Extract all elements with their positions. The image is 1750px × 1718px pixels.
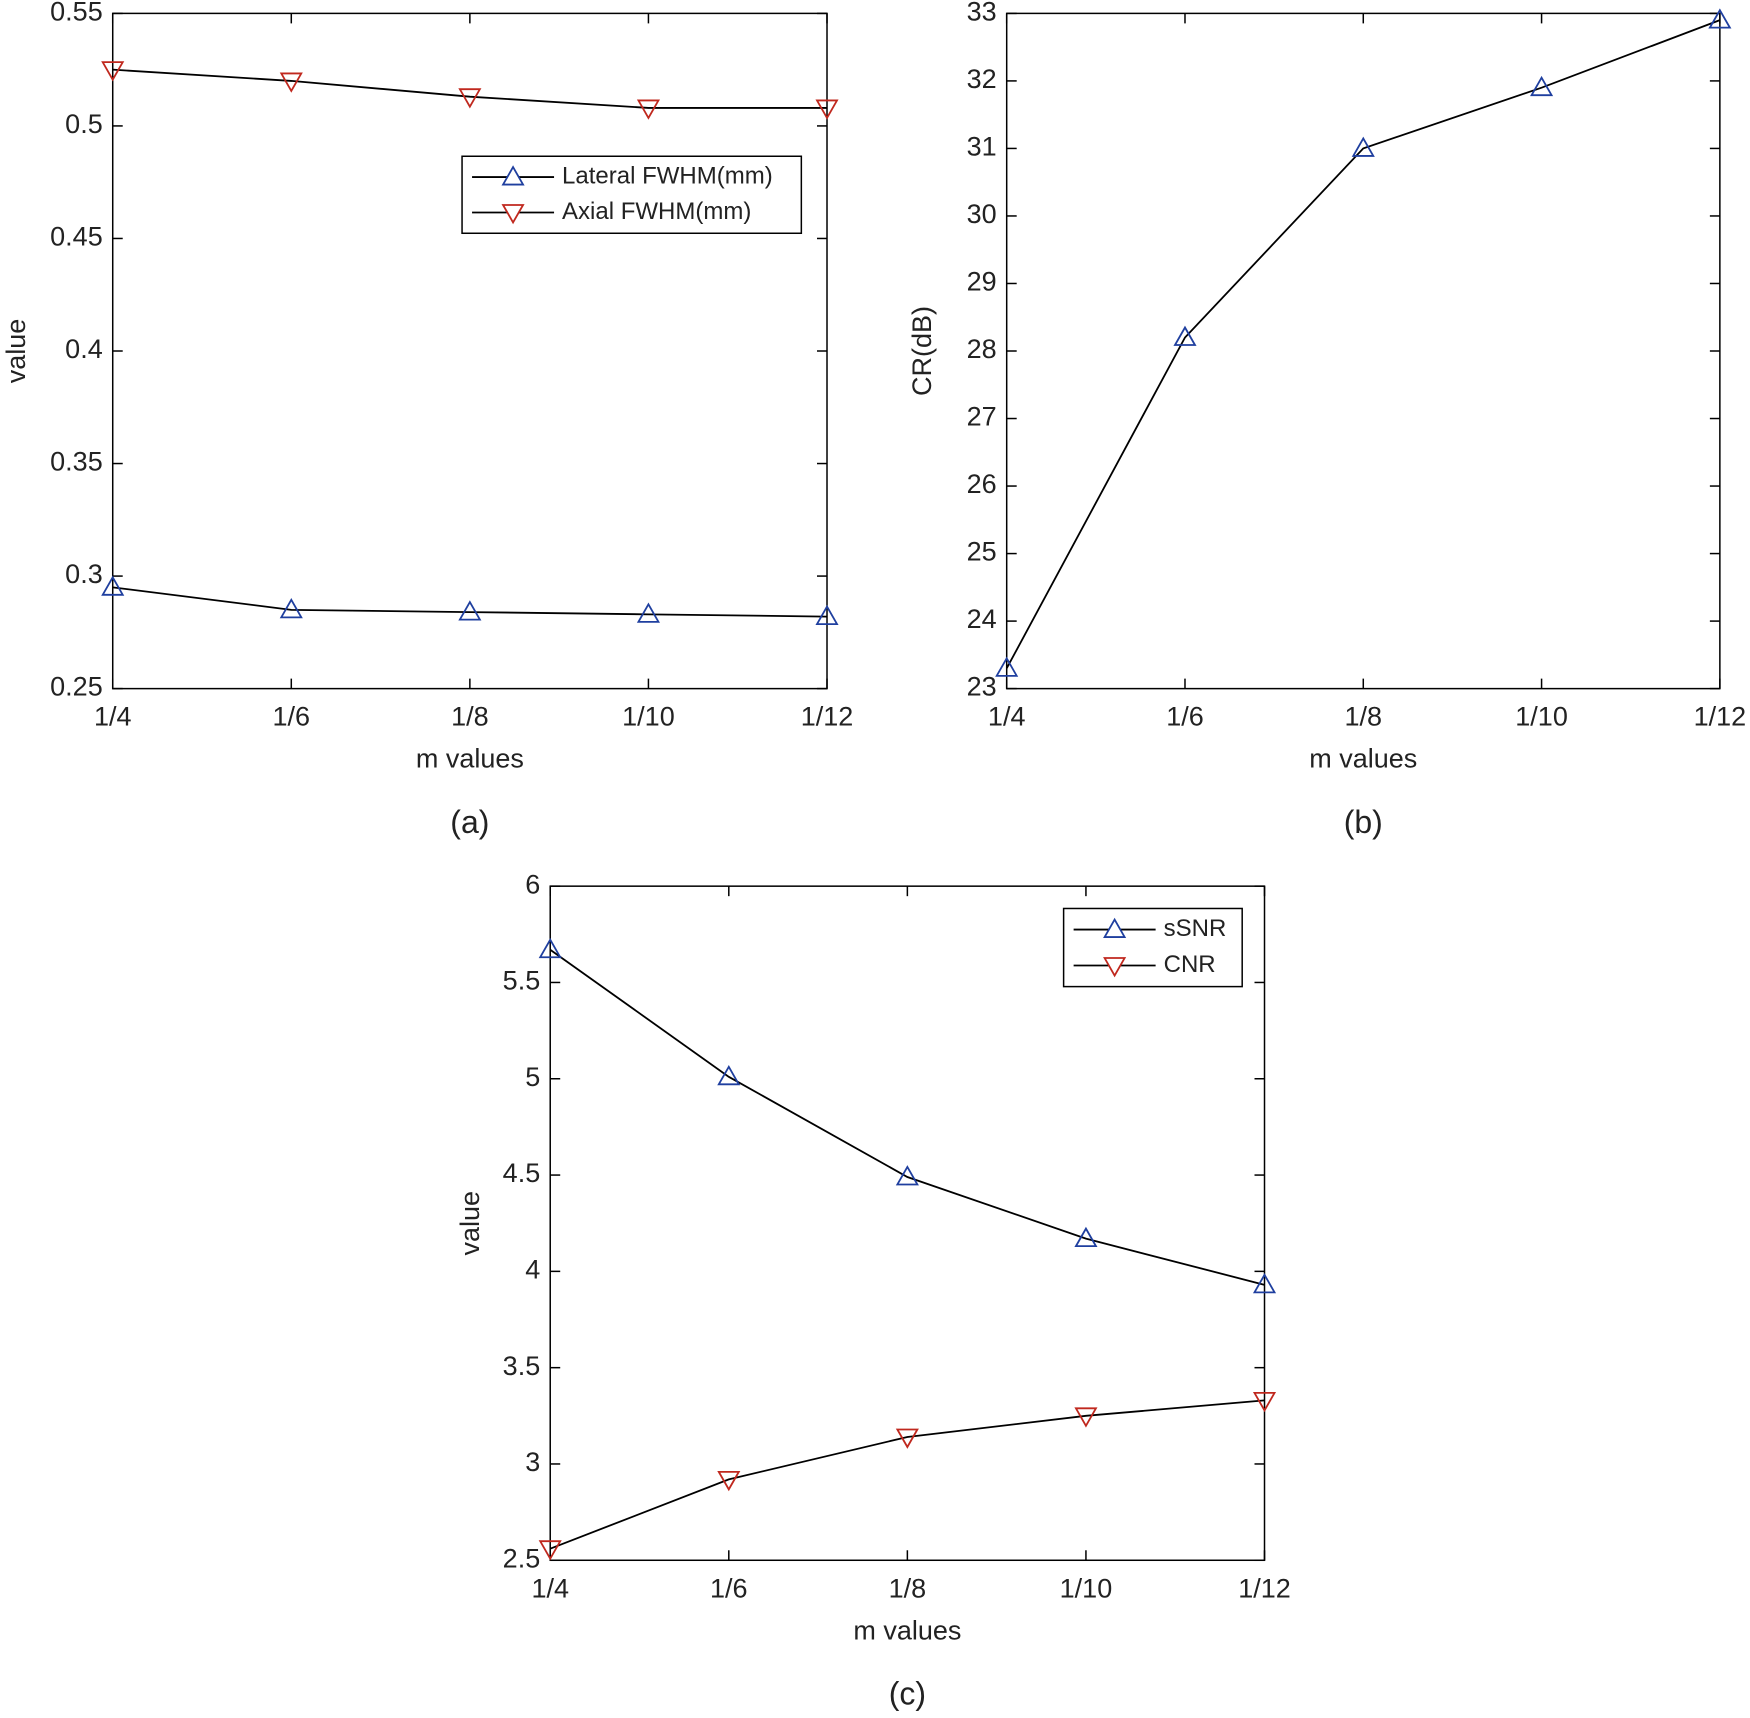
- x-tick-label: 1/12: [1694, 702, 1747, 732]
- x-tick-label: 1/4: [988, 702, 1026, 732]
- x-tick-label: 1/8: [889, 1573, 927, 1603]
- y-tick-label: 3: [525, 1447, 540, 1477]
- x-tick-label: 1/8: [1345, 702, 1383, 732]
- x-tick-label: 1/12: [1238, 1573, 1291, 1603]
- marker: [538, 1540, 562, 1561]
- marker: [1530, 75, 1554, 97]
- y-tick-label: 0.5: [65, 109, 103, 139]
- marker: [458, 88, 482, 109]
- x-tick-label: 1/4: [94, 702, 132, 732]
- legend-label: sSNR: [1164, 915, 1227, 942]
- y-tick-label: 0.4: [65, 334, 103, 364]
- marker: [101, 61, 125, 82]
- y-tick-label: 29: [967, 267, 997, 297]
- plot-area: [1005, 12, 1721, 690]
- x-tick-label: 1/12: [801, 702, 854, 732]
- legend-marker: [501, 204, 525, 225]
- series-line: [1005, 19, 1721, 669]
- marker: [279, 72, 303, 93]
- y-axis-label: CR(dB): [907, 306, 937, 396]
- marker: [995, 656, 1019, 677]
- marker: [1074, 1226, 1098, 1248]
- y-tick-label: 0.25: [50, 672, 103, 702]
- marker: [1708, 8, 1732, 29]
- x-axis-label: m values: [853, 1615, 961, 1645]
- marker: [538, 937, 562, 959]
- y-tick-label: 6: [525, 869, 540, 899]
- series-line: [112, 68, 828, 109]
- y-tick-label: 30: [967, 199, 997, 229]
- marker: [1252, 1273, 1277, 1294]
- y-tick-label: 3.5: [503, 1351, 541, 1381]
- y-tick-label: 5: [525, 1062, 540, 1092]
- y-tick-label: 28: [967, 334, 997, 364]
- marker: [636, 602, 660, 623]
- marker: [636, 99, 660, 120]
- marker: [895, 1428, 919, 1449]
- legend-marker: [1103, 957, 1127, 978]
- series-line: [549, 948, 1265, 1286]
- chart: 23 24 25 26 27 28 29 30 31 32 33 1/4 1/6 1/8 1/10 1/12 m…: [907, 0, 1746, 840]
- caption: (a): [450, 804, 489, 840]
- x-tick-label: 1/4: [531, 1573, 569, 1603]
- y-tick-label: 0.3: [65, 559, 103, 589]
- chart: 0.25 0.3 0.35 0.4 0.45 0.5 0.55 1/4 1/6 1/8 1/10 1/…: [1, 0, 853, 840]
- y-tick-label: 32: [967, 64, 997, 94]
- legend-marker: [1103, 917, 1127, 938]
- y-tick-label: 24: [967, 604, 997, 634]
- x-tick-label: 1/6: [1166, 702, 1204, 732]
- marker: [895, 1165, 919, 1186]
- marker: [1074, 1407, 1098, 1428]
- x-tick-label: 1/10: [622, 702, 675, 732]
- legend-box: [1062, 907, 1243, 988]
- y-tick-label: 0.55: [50, 0, 103, 27]
- x-tick-label: 1/10: [1060, 1573, 1113, 1603]
- x-tick-label: 1/10: [1515, 702, 1568, 732]
- marker: [1173, 325, 1197, 346]
- y-tick-label: 27: [967, 402, 997, 432]
- x-axis-label: m values: [416, 744, 524, 774]
- marker: [815, 604, 839, 625]
- caption: (c): [889, 1676, 926, 1712]
- chart: 2.5 3 3.5 4 4.5 5 5.5 6 1/4 1/6 1/8 1/10 1/12 m value…: [455, 869, 1291, 1711]
- caption: (b): [1344, 804, 1383, 840]
- marker: [1252, 1392, 1277, 1413]
- series-line: [112, 586, 828, 618]
- y-tick-label: 2.5: [503, 1543, 541, 1573]
- marker: [458, 600, 482, 621]
- marker: [279, 598, 303, 619]
- marker: [717, 1065, 741, 1086]
- y-axis-label: value: [1, 319, 31, 384]
- y-tick-label: 23: [967, 672, 997, 702]
- x-tick-label: 1/8: [451, 702, 489, 732]
- y-tick-label: 4.5: [503, 1158, 541, 1188]
- marker: [101, 575, 125, 596]
- x-tick-label: 1/6: [710, 1573, 748, 1603]
- y-axis-label: value: [455, 1191, 485, 1256]
- y-tick-label: 31: [967, 132, 997, 162]
- marker: [815, 99, 839, 120]
- legend-marker: [501, 165, 525, 186]
- plot-area: [111, 12, 828, 690]
- legend-label: CNR: [1164, 951, 1216, 978]
- y-tick-label: 33: [967, 0, 997, 27]
- marker: [717, 1470, 741, 1492]
- y-tick-label: 0.35: [50, 447, 103, 477]
- legend-label: Lateral FWHM(mm): [562, 162, 773, 189]
- legend-label: Axial FWHM(mm): [562, 198, 751, 225]
- x-tick-label: 1/6: [273, 702, 311, 732]
- x-axis-label: m values: [1309, 744, 1417, 774]
- legend-box: [461, 155, 803, 235]
- y-tick-label: 25: [967, 537, 997, 567]
- y-tick-label: 4: [525, 1254, 540, 1284]
- y-tick-label: 5.5: [503, 966, 541, 996]
- y-tick-label: 0.45: [50, 222, 103, 252]
- series-line: [549, 1399, 1265, 1550]
- marker: [1351, 136, 1375, 157]
- y-tick-label: 26: [967, 469, 997, 499]
